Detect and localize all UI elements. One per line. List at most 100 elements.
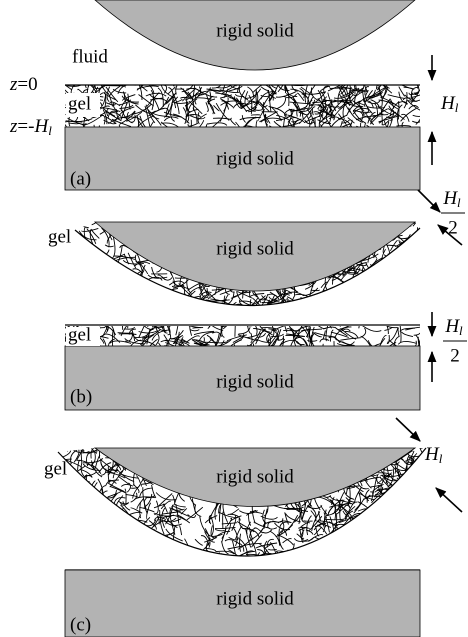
fiber (348, 280, 355, 286)
thickness-numerator: Hl (444, 316, 463, 338)
fiber (265, 77, 277, 85)
fiber (235, 320, 236, 337)
sub: l (48, 123, 52, 138)
fiber (323, 538, 327, 547)
solid-label: rigid solid (216, 466, 294, 487)
sub: l (439, 451, 443, 466)
thickness-denominator: 2 (448, 217, 458, 238)
fiber (361, 328, 366, 337)
fiber (205, 555, 219, 561)
fiber (209, 321, 224, 326)
fiber (276, 98, 286, 109)
fiber (245, 117, 261, 125)
h: H (33, 116, 49, 137)
fiber (77, 438, 91, 448)
h: H (440, 93, 456, 114)
fiber (67, 82, 84, 86)
fiber (388, 95, 404, 99)
fiber (373, 80, 390, 89)
fiber (399, 443, 420, 446)
fiber (235, 556, 238, 567)
fiber (261, 87, 269, 91)
h: H (424, 444, 440, 465)
fiber (52, 429, 71, 433)
fiber (62, 94, 65, 105)
solid-label: rigid solid (216, 148, 294, 169)
fiber (219, 309, 232, 314)
fiber (208, 305, 227, 312)
fiber (413, 113, 424, 117)
sub: l (459, 323, 463, 338)
fiber (105, 509, 113, 525)
fiber (414, 216, 429, 224)
fiber (398, 341, 416, 344)
fiber (294, 315, 298, 326)
arrow (396, 418, 420, 441)
solid-label: rigid solid (216, 371, 294, 392)
solid-label: rigid solid (216, 20, 294, 41)
fiber (222, 303, 225, 313)
fiber (85, 437, 101, 439)
fiber (272, 320, 277, 334)
fiber (84, 484, 86, 496)
fiber (56, 423, 61, 444)
rest: =0 (17, 74, 37, 95)
fiber (374, 104, 378, 116)
fiber (85, 82, 97, 94)
fiber (252, 557, 262, 558)
fiber (86, 488, 92, 495)
panel-label: (a) (70, 168, 91, 189)
fiber (188, 123, 198, 126)
fiber (80, 425, 84, 438)
fiber (208, 317, 211, 329)
solid-label: rigid solid (216, 588, 294, 609)
arrow (418, 190, 440, 212)
fiber (104, 507, 114, 512)
fiber (400, 325, 401, 342)
fiber (111, 517, 131, 519)
fiber (95, 490, 97, 499)
fiber (146, 281, 153, 288)
fiber (74, 216, 89, 222)
gel-label: gel (68, 324, 91, 345)
fiber (110, 74, 117, 85)
fiber (324, 290, 328, 309)
fiber (125, 316, 145, 325)
fiber (237, 82, 247, 92)
fiber (223, 316, 240, 329)
fiber (180, 97, 188, 98)
fiber (315, 105, 321, 114)
fiber (290, 313, 295, 326)
thickness-label: Hl (424, 444, 443, 466)
thickness-numerator: Hl (442, 188, 461, 210)
arrow (436, 488, 462, 512)
fiber (198, 114, 207, 120)
sub: l (457, 195, 461, 210)
fiber (123, 521, 140, 529)
fiber (409, 468, 419, 484)
fiber (93, 248, 97, 259)
solid-label: rigid solid (216, 238, 294, 259)
fiber (139, 532, 149, 536)
fiber (326, 320, 329, 341)
figure: rigid solid fluid gel rigid solid (a) z=… (0, 0, 468, 637)
fluid-label: fluid (72, 46, 108, 67)
fiber (278, 82, 290, 90)
fiber (80, 243, 87, 256)
fiber (357, 320, 359, 329)
fiber (88, 487, 95, 502)
fiber (137, 287, 154, 289)
fiber (136, 81, 142, 100)
fiber (165, 292, 166, 310)
fiber (67, 431, 71, 445)
fiber (134, 70, 140, 85)
fiber (97, 506, 114, 508)
fiber (77, 438, 88, 445)
fiber (106, 500, 111, 518)
fiber (271, 83, 278, 89)
fiber (417, 459, 424, 464)
fiber (148, 310, 159, 327)
fiber (178, 299, 191, 307)
fiber (71, 119, 92, 122)
fiber (77, 208, 83, 221)
